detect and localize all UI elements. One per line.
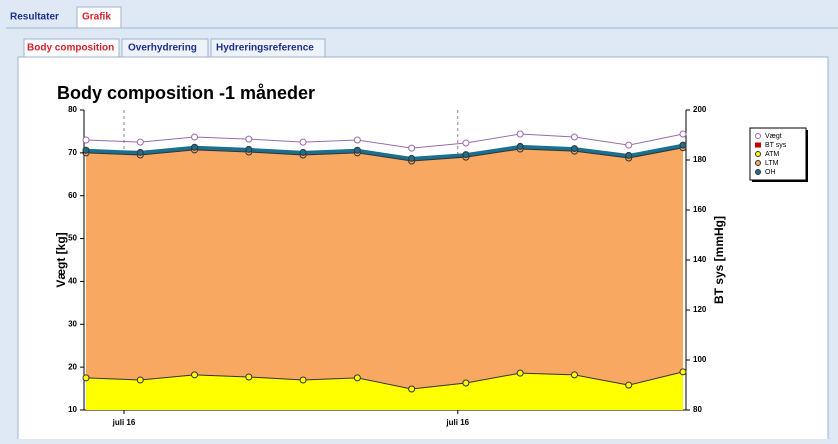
y-tick-label: 30 [68, 319, 77, 328]
marker [353, 146, 361, 154]
marker [191, 143, 199, 151]
marker [516, 369, 524, 377]
marker [245, 373, 253, 381]
tab-active-bg [76, 6, 122, 29]
marker [625, 151, 633, 159]
y-tick-label: 60 [68, 191, 77, 200]
tab-active[interactable]: Grafik [82, 12, 111, 23]
x-tick-label: juli 16 [445, 418, 469, 427]
y2-tick-label: 200 [693, 105, 707, 114]
marker [516, 142, 524, 150]
subtab-active[interactable]: Body composition [27, 43, 114, 54]
marker [570, 133, 578, 141]
y-tick-label: 70 [68, 148, 77, 157]
x-tick-label: juli 16 [112, 418, 136, 427]
legend-label: OH [765, 169, 776, 176]
area [86, 147, 683, 389]
y-tick-label: 10 [68, 405, 77, 414]
legend-swatch [755, 151, 761, 157]
marker [245, 135, 253, 143]
y2-tick-label: 100 [693, 355, 707, 364]
marker [679, 130, 687, 138]
marker [462, 151, 470, 159]
marker [191, 371, 199, 379]
y-axis-label: Vægt [kg] [54, 232, 68, 287]
y2-axis-label: BT sys [mmHg] [712, 216, 726, 304]
marker [136, 148, 144, 156]
legend-swatch [755, 133, 761, 139]
legend-label: Vægt [765, 133, 782, 140]
subtab[interactable]: Overhydrering [128, 43, 197, 54]
marker [625, 381, 633, 389]
y-tick-label: 50 [68, 234, 77, 243]
line [85, 371, 684, 390]
marker [82, 146, 90, 154]
marker [570, 145, 578, 153]
y-tick-label: 20 [68, 362, 77, 371]
subtab[interactable]: Hydreringsreference [216, 43, 314, 54]
y2-tick-label: 80 [693, 405, 702, 414]
marker [408, 154, 416, 162]
marker [679, 368, 687, 376]
marker [625, 141, 633, 149]
marker [353, 136, 361, 144]
marker [516, 130, 524, 138]
marker [82, 136, 90, 144]
marker [353, 374, 361, 382]
legend-label: BT sys [765, 142, 787, 149]
legend-swatch [755, 169, 761, 175]
marker [299, 138, 307, 146]
y2-tick-label: 180 [693, 155, 707, 164]
marker [299, 148, 307, 156]
plot: juli 16 juli 16 10 20 30 40 50 60 70 80 80 100 120 14… [68, 105, 808, 427]
marker [462, 139, 470, 147]
area [86, 371, 683, 410]
legend-label: LTM [765, 160, 779, 167]
legend-swatch [755, 142, 761, 148]
line [85, 143, 684, 160]
chart-title: Body composition -1 måneder [57, 83, 315, 103]
y2-tick-label: 120 [693, 305, 707, 314]
line [85, 147, 684, 162]
marker [191, 133, 199, 141]
marker [462, 379, 470, 387]
y-tick-label: 40 [68, 277, 77, 286]
line [85, 133, 684, 149]
y-tick-label: 80 [68, 105, 77, 114]
marker [136, 376, 144, 384]
marker [408, 144, 416, 152]
marker [570, 371, 578, 379]
tab[interactable]: Resultater [10, 12, 59, 23]
legend-swatch [755, 160, 761, 166]
marker [679, 141, 687, 149]
y2-tick-label: 140 [693, 255, 707, 264]
marker [136, 138, 144, 146]
marker [299, 376, 307, 384]
legend-label: ATM [765, 151, 779, 158]
marker [408, 385, 416, 393]
y2-tick-label: 160 [693, 205, 707, 214]
marker [82, 374, 90, 382]
marker [245, 145, 253, 153]
